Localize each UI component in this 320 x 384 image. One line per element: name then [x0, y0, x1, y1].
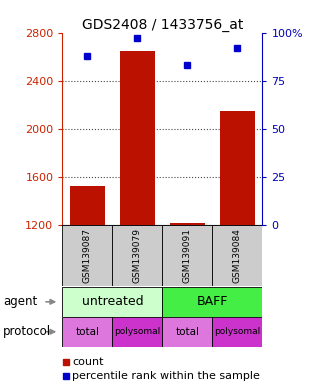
Bar: [163, 317, 212, 347]
Bar: [112, 225, 163, 286]
Bar: [163, 225, 212, 286]
Text: GSM139091: GSM139091: [183, 228, 192, 283]
Title: GDS2408 / 1433756_at: GDS2408 / 1433756_at: [82, 18, 243, 31]
Text: agent: agent: [3, 295, 37, 308]
Text: GSM139087: GSM139087: [83, 228, 92, 283]
Text: polysomal: polysomal: [214, 327, 260, 336]
Bar: [62, 225, 112, 286]
Bar: [62, 287, 163, 317]
Bar: [120, 51, 155, 225]
Bar: [212, 225, 262, 286]
Bar: [170, 223, 205, 225]
Bar: [70, 186, 105, 225]
Text: protocol: protocol: [3, 325, 51, 338]
Text: GSM139079: GSM139079: [133, 228, 142, 283]
Text: percentile rank within the sample: percentile rank within the sample: [72, 371, 260, 381]
Bar: [163, 287, 262, 317]
Text: BAFF: BAFF: [197, 295, 228, 308]
Bar: [112, 317, 163, 347]
Text: count: count: [72, 357, 103, 367]
Bar: [220, 111, 255, 225]
Text: untreated: untreated: [82, 295, 143, 308]
Bar: [62, 317, 112, 347]
Bar: [212, 317, 262, 347]
Text: polysomal: polysomal: [114, 327, 161, 336]
Text: total: total: [76, 327, 100, 337]
Text: GSM139084: GSM139084: [233, 228, 242, 283]
Text: total: total: [175, 327, 199, 337]
